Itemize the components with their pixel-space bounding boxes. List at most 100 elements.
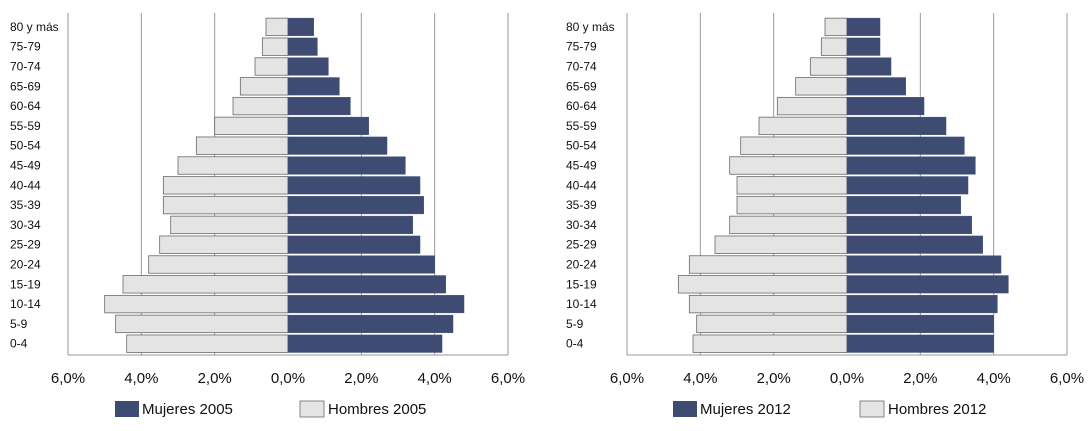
legend-swatch-hombres [859, 400, 885, 418]
bar-hombres [104, 294, 289, 314]
age-group-label: 30-34 [10, 218, 41, 232]
legend-swatch-hombres [299, 400, 325, 418]
legend-label-hombres: Hombres 2005 [328, 401, 426, 418]
bar-hombres [170, 215, 289, 235]
bar-hombres [162, 195, 289, 215]
bar-hombres [809, 57, 848, 76]
bar-hombres [776, 96, 848, 116]
bar-mujeres [846, 77, 906, 96]
bar-mujeres [287, 235, 421, 254]
age-group-label: 40-44 [10, 178, 41, 192]
bar-hombres [115, 314, 289, 334]
legend-swatch-mujeres [673, 401, 697, 417]
bar-hombres [736, 195, 848, 215]
bar-mujeres [287, 97, 351, 116]
bar-hombres [714, 235, 848, 254]
age-group-label: 60-64 [10, 99, 41, 113]
age-group-label: 45-49 [566, 159, 597, 173]
age-group-label: 0-4 [10, 337, 28, 351]
bar-hombres [261, 37, 289, 56]
bar-mujeres [846, 295, 998, 314]
bar-hombres [696, 314, 848, 334]
x-tick-label: 0,0% [271, 370, 305, 387]
bar-hombres [795, 77, 848, 96]
age-group-label: 80 y más [10, 20, 59, 34]
bar-mujeres [287, 275, 446, 294]
bar-mujeres [846, 57, 892, 76]
bar-hombres [729, 156, 848, 175]
x-tick-label: 2,0% [757, 370, 791, 387]
x-tick-label: 2,0% [344, 370, 378, 387]
x-tick-label: 4,0% [124, 370, 158, 387]
age-group-label: 50-54 [10, 139, 41, 153]
bar-mujeres [846, 275, 1009, 294]
age-group-label: 10-14 [566, 297, 597, 311]
age-group-label: 75-79 [566, 40, 597, 54]
bar-hombres [688, 255, 848, 274]
bar-hombres [740, 136, 848, 155]
age-group-label: 20-24 [10, 258, 41, 272]
bar-mujeres [287, 136, 388, 155]
bar-mujeres [846, 156, 976, 175]
age-group-label: 35-39 [10, 198, 41, 212]
bar-hombres [162, 176, 289, 195]
age-group-label: 10-14 [10, 297, 41, 311]
bar-mujeres [846, 136, 965, 155]
bar-mujeres [287, 17, 314, 36]
age-group-label: 40-44 [566, 178, 597, 192]
bar-mujeres [846, 314, 994, 333]
bar-hombres [214, 116, 289, 136]
bar-hombres [736, 176, 848, 195]
bar-mujeres [846, 196, 961, 215]
age-group-label: 65-69 [10, 79, 41, 93]
bar-mujeres [287, 77, 340, 96]
bar-mujeres [287, 295, 465, 314]
age-group-label: 55-59 [566, 119, 597, 133]
age-group-label: 70-74 [566, 60, 597, 74]
bar-mujeres [287, 196, 424, 215]
bar-hombres [122, 275, 289, 294]
x-tick-label: 6,0% [610, 370, 644, 387]
age-group-label: 15-19 [566, 277, 597, 291]
bar-hombres [692, 334, 848, 353]
age-group-label: 70-74 [10, 60, 41, 74]
bar-hombres [239, 77, 289, 96]
bar-mujeres [287, 176, 421, 195]
bar-mujeres [846, 116, 947, 135]
bar-mujeres [287, 334, 443, 353]
age-group-label: 45-49 [10, 159, 41, 173]
age-group-label: 60-64 [566, 99, 597, 113]
x-tick-label: 2,0% [198, 370, 232, 387]
age-group-label: 25-29 [10, 238, 41, 252]
legend-swatch-mujeres [115, 401, 139, 417]
bar-hombres [195, 136, 289, 155]
age-group-label: 65-69 [566, 79, 597, 93]
bar-hombres [177, 156, 289, 175]
legend-label-mujeres: Mujeres 2005 [142, 401, 233, 418]
age-group-label: 25-29 [566, 238, 597, 252]
bar-hombres [729, 215, 848, 235]
x-tick-label: 2,0% [903, 370, 937, 387]
age-group-label: 30-34 [566, 218, 597, 232]
age-group-label: 80 y más [566, 20, 615, 34]
bar-mujeres [846, 215, 972, 234]
bar-mujeres [287, 314, 454, 333]
bar-hombres [232, 96, 289, 116]
bar-hombres [688, 294, 848, 314]
age-group-label: 35-39 [566, 198, 597, 212]
x-tick-label: 6,0% [491, 370, 525, 387]
x-tick-label: 4,0% [418, 370, 452, 387]
x-tick-label: 6,0% [51, 370, 85, 387]
x-tick-label: 4,0% [977, 370, 1011, 387]
bar-hombres [758, 116, 848, 136]
x-tick-label: 6,0% [1050, 370, 1084, 387]
bar-mujeres [846, 97, 925, 116]
bar-hombres [159, 235, 289, 254]
age-group-label: 5-9 [10, 317, 28, 331]
age-group-label: 50-54 [566, 139, 597, 153]
age-group-label: 20-24 [566, 258, 597, 272]
bar-hombres [265, 17, 289, 37]
bar-mujeres [846, 17, 881, 36]
pyramid-2012: 80 y más 75-79 70-74 65-69 60-64 55-59 50-54 45… [566, 13, 1084, 418]
age-group-label: 5-9 [566, 317, 584, 331]
